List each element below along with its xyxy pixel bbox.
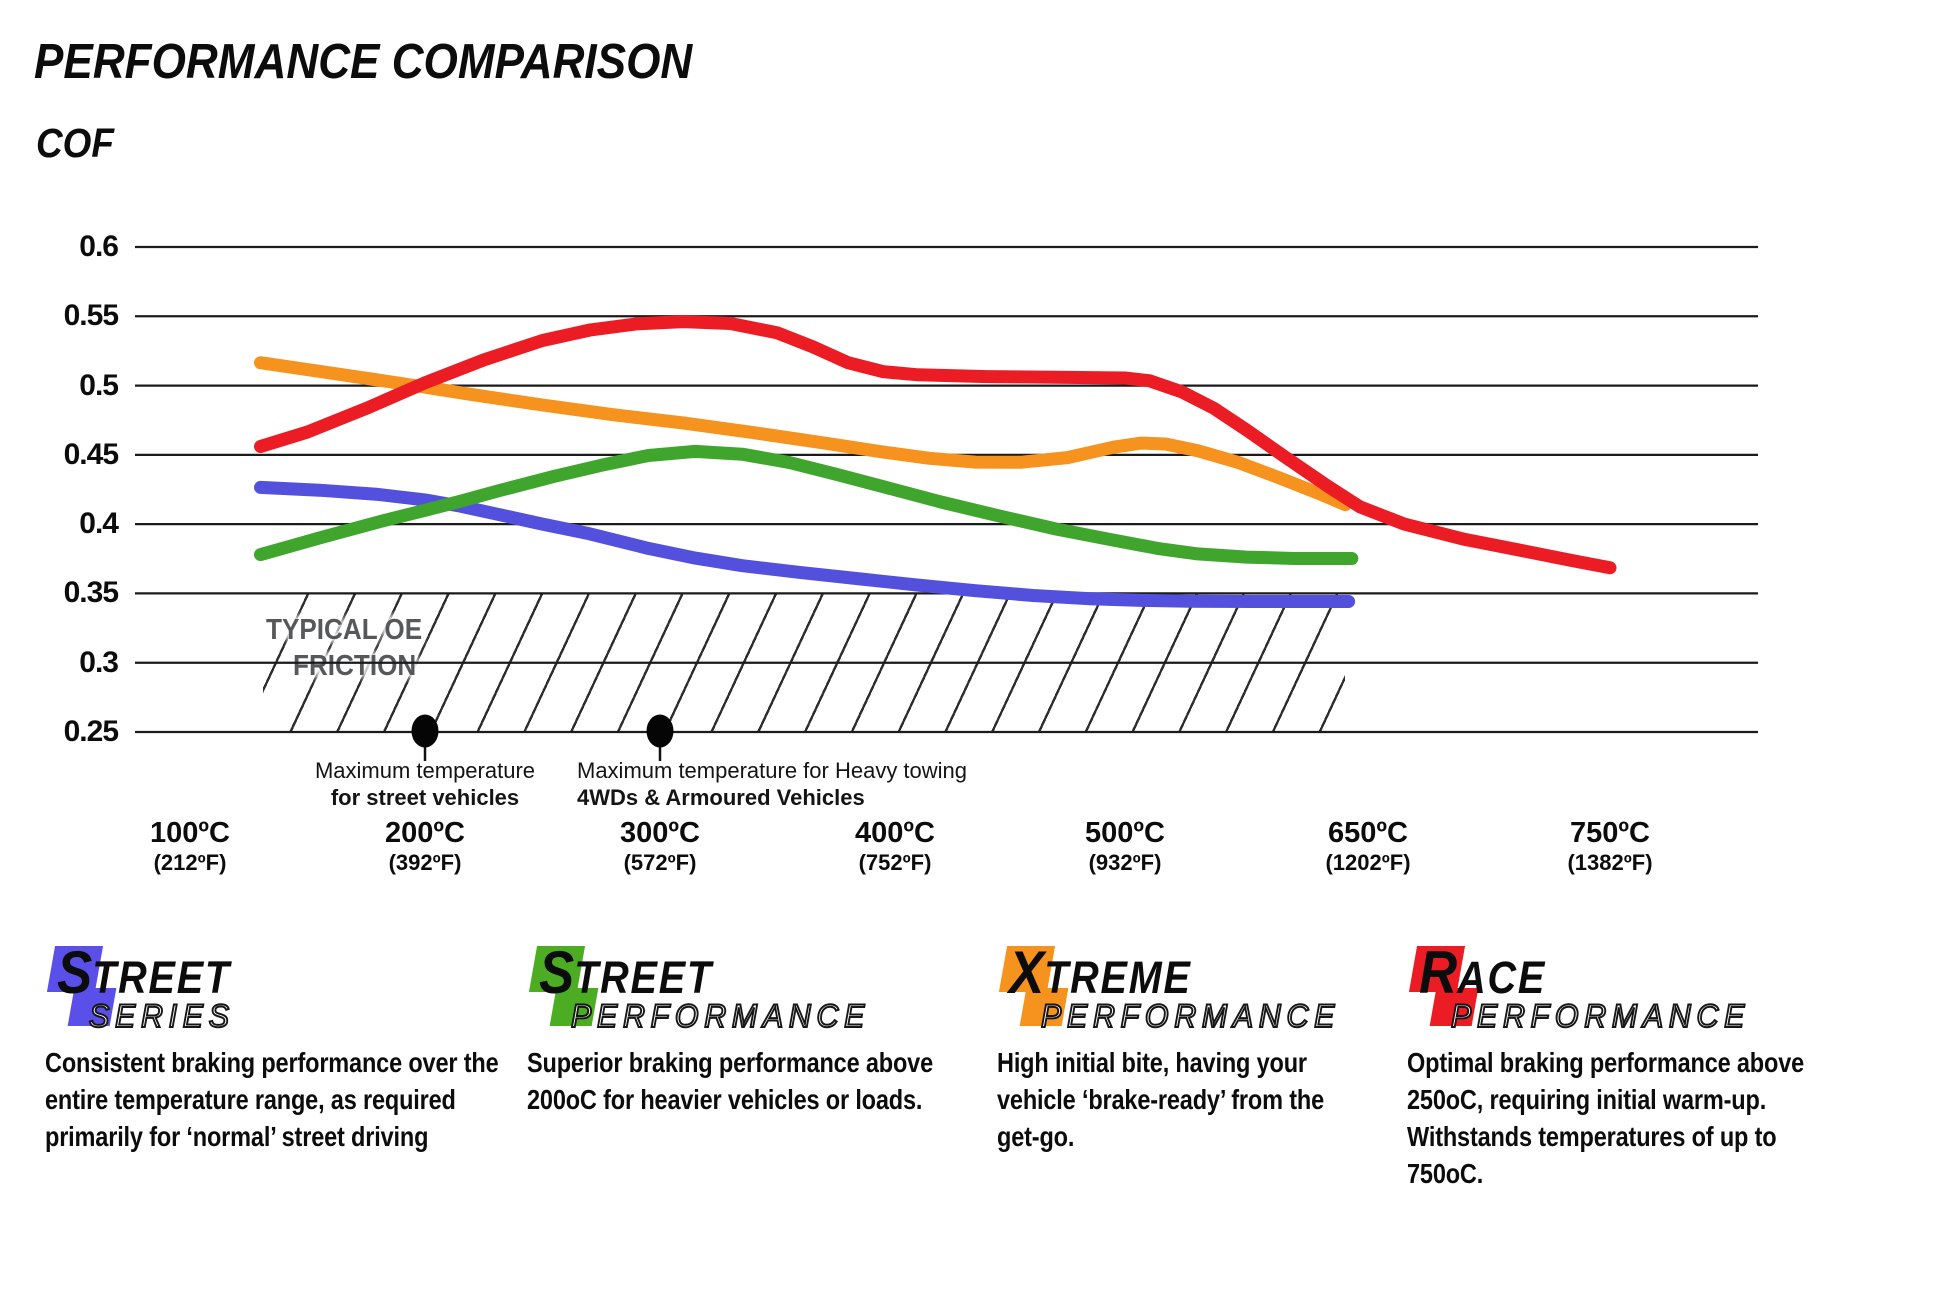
series-street-performance (254, 444, 1359, 565)
x-tick-celsius: 750ºC (1570, 817, 1650, 849)
x-tick-fahrenheit: (572ºF) (623, 850, 697, 875)
logo-word-sub: SERIES (88, 997, 235, 1035)
annotation-line2: 4WDs & Armoured Vehicles (577, 785, 865, 810)
logo-initial: R (1419, 939, 1458, 1006)
x-tick-fahrenheit: (212ºF) (153, 850, 227, 875)
logo-word-rest: TREET (92, 952, 231, 1003)
y-tick-label: 0.5 (79, 368, 119, 402)
series-xtreme-performance (254, 356, 1352, 512)
x-tick-label: 650ºC (1202ºF) (1258, 818, 1478, 875)
logo-word-rest: TREET (574, 952, 713, 1003)
logo-initial: S (57, 939, 93, 1006)
x-tick-celsius: 300ºC (620, 817, 700, 849)
marker-dot (646, 714, 674, 748)
annotation-line1: Maximum temperature for Heavy towing (577, 758, 968, 783)
x-tick-label: 200ºC (392ºF) (315, 818, 535, 875)
chart-svg (135, 245, 1758, 761)
annotation-line1: Maximum temperature (314, 758, 536, 783)
x-tick-fahrenheit: (1382ºF) (1567, 850, 1653, 875)
x-axis-labels: 100ºC (212ºF) 200ºC (392ºF) 300ºC (572ºF) 400º… (0, 818, 1946, 888)
x-tick-celsius: 400ºC (855, 817, 935, 849)
logo-word-top: STREET (539, 938, 713, 1007)
street-performance-logo: STREET PERFORMANCE (527, 938, 927, 1040)
legend-description: Superior braking performance above 200oC… (527, 1047, 934, 1115)
x-tick-celsius: 650ºC (1328, 817, 1408, 849)
x-tick-fahrenheit: (1202ºF) (1325, 850, 1411, 875)
x-tick-fahrenheit: (392ºF) (388, 850, 462, 875)
y-tick-label: 0.6 (79, 230, 119, 263)
y-axis-labels: 0.6 0.55 0.5 0.45 0.4 0.35 0.3 0.25 (0, 0, 119, 800)
annotation-line2: for street vehicles (330, 785, 520, 810)
y-tick-label: 0.55 (63, 299, 119, 333)
x-tick-fahrenheit: (752ºF) (858, 850, 932, 875)
annotation-towing-max-temp: Maximum temperature for Heavy towing 4WD… (577, 757, 1077, 811)
logo-initial: X (1009, 939, 1045, 1006)
oe-label-line2: FRICTION (293, 650, 417, 682)
y-tick-label: 0.45 (63, 437, 119, 471)
logo-word-top: RACE (1419, 938, 1546, 1007)
xtreme-performance-logo: XTREME PERFORMANCE (997, 938, 1397, 1040)
x-tick-celsius: 100ºC (150, 817, 230, 849)
x-tick-label: 400ºC (752ºF) (785, 818, 1005, 875)
x-tick-fahrenheit: (932ºF) (1088, 850, 1162, 875)
x-tick-label: 500ºC (932ºF) (1015, 818, 1235, 875)
logo-word-sub: PERFORMANCE (1450, 997, 1751, 1035)
logo-word-top: XTREME (1009, 938, 1192, 1007)
legend-description: Optimal braking performance above 250oC,… (1407, 1047, 1805, 1189)
page-title: PERFORMANCE COMPARISON (34, 35, 693, 89)
logo-word-rest: TREME (1044, 952, 1192, 1003)
legend-description: High initial bite, having your vehicle ‘… (997, 1047, 1325, 1152)
chart-area: TYPICAL OE FRICTION 0.6 0.55 0.5 0.45 0.4 0.3… (0, 0, 1946, 888)
annotation-street-max-temp: Maximum temperature for street vehicles (230, 757, 620, 811)
y-tick-label: 0.4 (79, 507, 119, 541)
x-tick-label: 100ºC (212ºF) (80, 818, 300, 875)
logo-word-top: STREET (57, 938, 231, 1007)
logo-initial: S (539, 939, 575, 1006)
logo-word-sub: PERFORMANCE (1040, 997, 1341, 1035)
y-tick-label: 0.35 (63, 576, 119, 610)
marker-dot (411, 714, 439, 748)
race-performance-logo: RACE PERFORMANCE (1407, 938, 1807, 1040)
oe-label-line1: TYPICAL OE (266, 614, 423, 646)
logo-word-rest: ACE (1457, 952, 1547, 1003)
y-tick-label: 0.3 (79, 645, 119, 679)
series-race-performance (254, 315, 1617, 575)
legend: STREET SERIES Consistent braking perform… (0, 938, 1946, 1310)
x-tick-label: 750ºC (1382ºF) (1500, 818, 1720, 875)
logo-word-sub: PERFORMANCE (570, 997, 871, 1035)
y-axis-title: COF (36, 120, 114, 166)
x-tick-celsius: 500ºC (1085, 817, 1165, 849)
x-tick-label: 300ºC (572ºF) (550, 818, 770, 875)
x-tick-celsius: 200ºC (385, 817, 465, 849)
legend-description: Consistent braking performance over the … (45, 1047, 499, 1152)
y-tick-label: 0.25 (63, 715, 119, 748)
street-series-logo: STREET SERIES (45, 938, 445, 1040)
oe-friction-label: TYPICAL OE FRICTION (266, 612, 422, 684)
